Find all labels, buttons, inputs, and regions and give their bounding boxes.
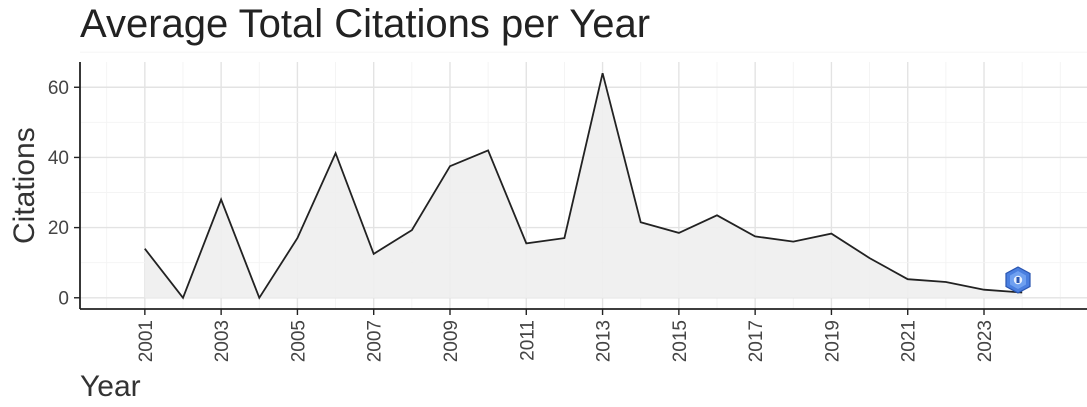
citations-area [144, 73, 1023, 298]
x-tick-label: 2017 [746, 320, 767, 362]
axes [79, 62, 1087, 310]
tick-marks [74, 86, 985, 315]
x-tick-label: 2023 [975, 320, 996, 362]
y-tick-label: 60 [48, 78, 69, 99]
x-tick-label: 2019 [822, 320, 843, 362]
x-tick-label: 2005 [288, 320, 309, 362]
x-axis-title: Year [80, 370, 141, 403]
citations-line [144, 72, 1023, 300]
x-tick-label: 2021 [899, 320, 920, 362]
x-tick-label: 2011 [517, 320, 538, 361]
y-tick-label: 0 [58, 288, 69, 309]
hexagon-logo-icon [1005, 266, 1031, 294]
x-tick-label: 2007 [365, 320, 386, 362]
chart-title: Average Total Citations per Year [80, 2, 651, 46]
y-tick-label: 20 [48, 218, 69, 239]
x-tick-label: 2001 [136, 320, 157, 362]
x-tick-label: 2009 [441, 320, 462, 362]
x-tick-label: 2003 [212, 320, 233, 362]
y-tick-label: 40 [48, 148, 69, 169]
x-tick-label: 2015 [670, 320, 691, 362]
tick-labels: 0 20 40 60 2001 2003 2005 2007 2009 2011 2013 2015 2… [48, 78, 996, 363]
x-tick-label: 2013 [594, 320, 615, 362]
